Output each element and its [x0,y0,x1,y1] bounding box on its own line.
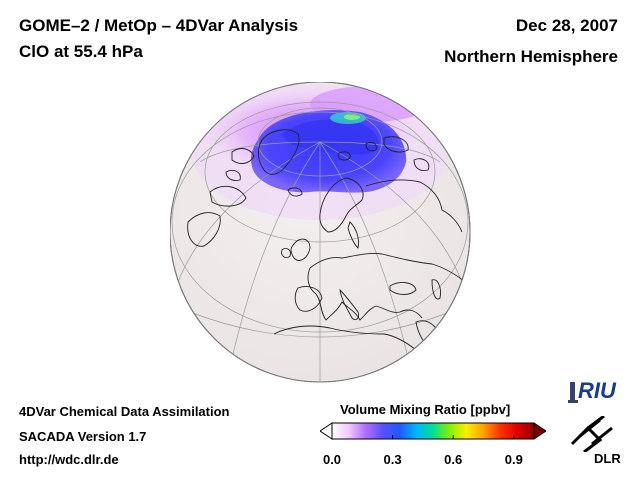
globe-edge [170,82,471,383]
graticule [171,101,469,382]
clo-vortex-core [282,119,379,155]
colorbar-tick-label: 0.0 [322,452,342,467]
footer-url: http://wdc.dlr.de [19,452,119,467]
colorbar-tick-label: 0.9 [504,452,523,467]
colorbar-tick-label: 0.3 [383,452,402,467]
dlr-logo-text: DLR [594,451,621,466]
colorbar-low-arrow [320,422,333,440]
colorbar-tick-label: 0.6 [444,452,463,467]
colorbar-title: Volume Mixing Ratio [ppbv] [340,402,511,417]
colorbar [320,422,546,440]
colorbar-ramp [331,422,535,440]
map-title: GOME–2 / MetOp – 4DVar Analysis [19,16,299,35]
region-label: Northern Hemisphere [444,47,618,66]
footer-line-1: 4DVar Chemical Data Assimilation [19,404,230,419]
coastlines [187,129,469,371]
riu-logo-text: RIU [578,378,617,403]
colorbar-ticks [331,435,515,439]
dlr-logo-icon [570,416,613,452]
riu-logo: RIU [568,378,617,403]
footer-line-2: SACADA Version 1.7 [19,429,147,444]
globe-map [170,82,471,383]
species-label: ClO at 55.4 hPa [19,42,143,61]
date-label: Dec 28, 2007 [515,16,618,35]
colorbar-high-arrow [533,422,546,440]
